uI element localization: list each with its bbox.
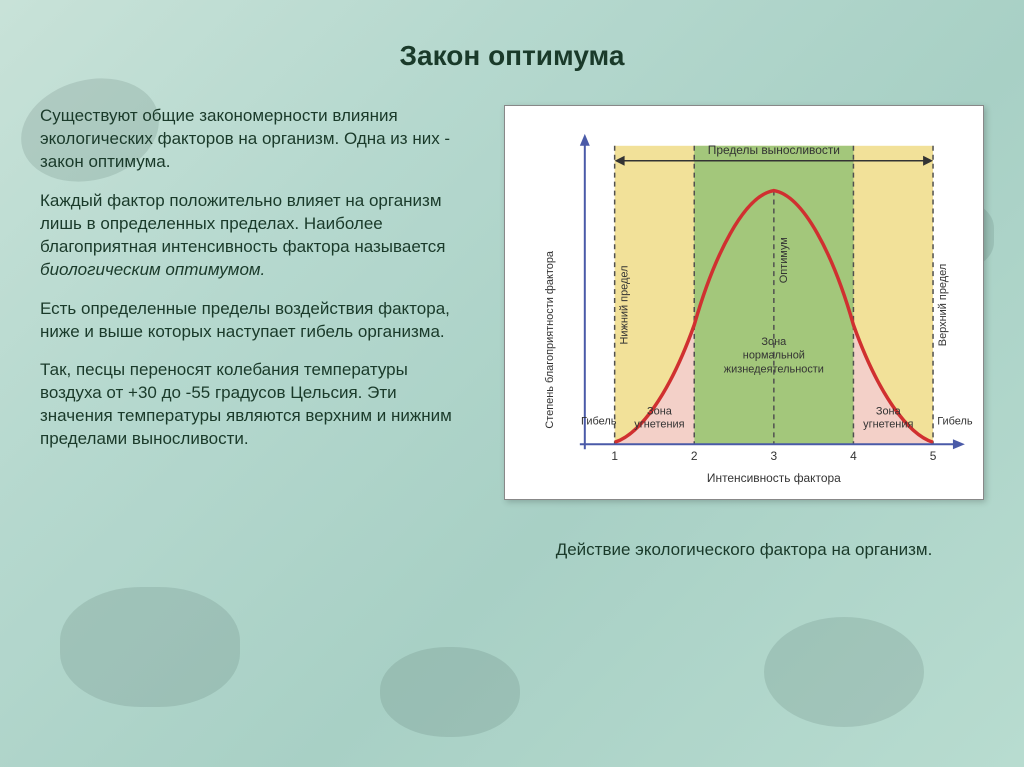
- death-left: Гибель: [581, 415, 617, 427]
- x-axis-arrow: [953, 439, 965, 449]
- suppress-left-2: угнетения: [634, 418, 684, 430]
- paragraph-1: Существуют общие закономерности влияния …: [40, 105, 460, 174]
- xtick-2: 2: [691, 449, 698, 463]
- endurance-label: Пределы выносливости: [708, 143, 840, 157]
- text-column: Существуют общие закономерности влияния …: [40, 105, 460, 467]
- y-axis-arrow: [580, 134, 590, 146]
- zone-center-2: нормальной: [743, 350, 805, 362]
- zone-center-1: Зона: [761, 336, 787, 348]
- death-right: Гибель: [937, 415, 973, 427]
- xtick-1: 1: [611, 449, 618, 463]
- chart-caption: Действие экологического фактора на орган…: [504, 540, 984, 560]
- upper-limit-label: Верхний предел: [937, 264, 949, 346]
- paragraph-2-text: Каждый фактор положительно влияет на орг…: [40, 191, 446, 256]
- xtick-4: 4: [850, 449, 857, 463]
- paragraph-2-emphasis: биологическим оптимумом.: [40, 260, 265, 279]
- suppress-right-2: угнетения: [863, 418, 913, 430]
- page-title: Закон оптимума: [0, 40, 1024, 72]
- xtick-3: 3: [771, 449, 778, 463]
- optimum-label: Оптимум: [778, 237, 790, 283]
- paragraph-3: Есть определенные пределы воздействия фа…: [40, 298, 460, 344]
- suppress-right-1: Зона: [876, 405, 902, 417]
- ylabel: Степень благоприятности фактора: [544, 250, 556, 429]
- paragraph-2: Каждый фактор положительно влияет на орг…: [40, 190, 460, 282]
- zone-center-3: жизнедеятельности: [724, 364, 824, 376]
- chart-svg: 1 2 3 4 5 Пределы выносливости Степень б…: [505, 106, 983, 499]
- suppress-left-1: Зона: [647, 405, 673, 417]
- xtick-5: 5: [930, 449, 937, 463]
- paragraph-4: Так, песцы переносят колебания температу…: [40, 359, 460, 451]
- optimum-chart: 1 2 3 4 5 Пределы выносливости Степень б…: [504, 105, 984, 500]
- xlabel: Интенсивность фактора: [707, 471, 841, 485]
- lower-limit-label: Нижний предел: [619, 266, 631, 345]
